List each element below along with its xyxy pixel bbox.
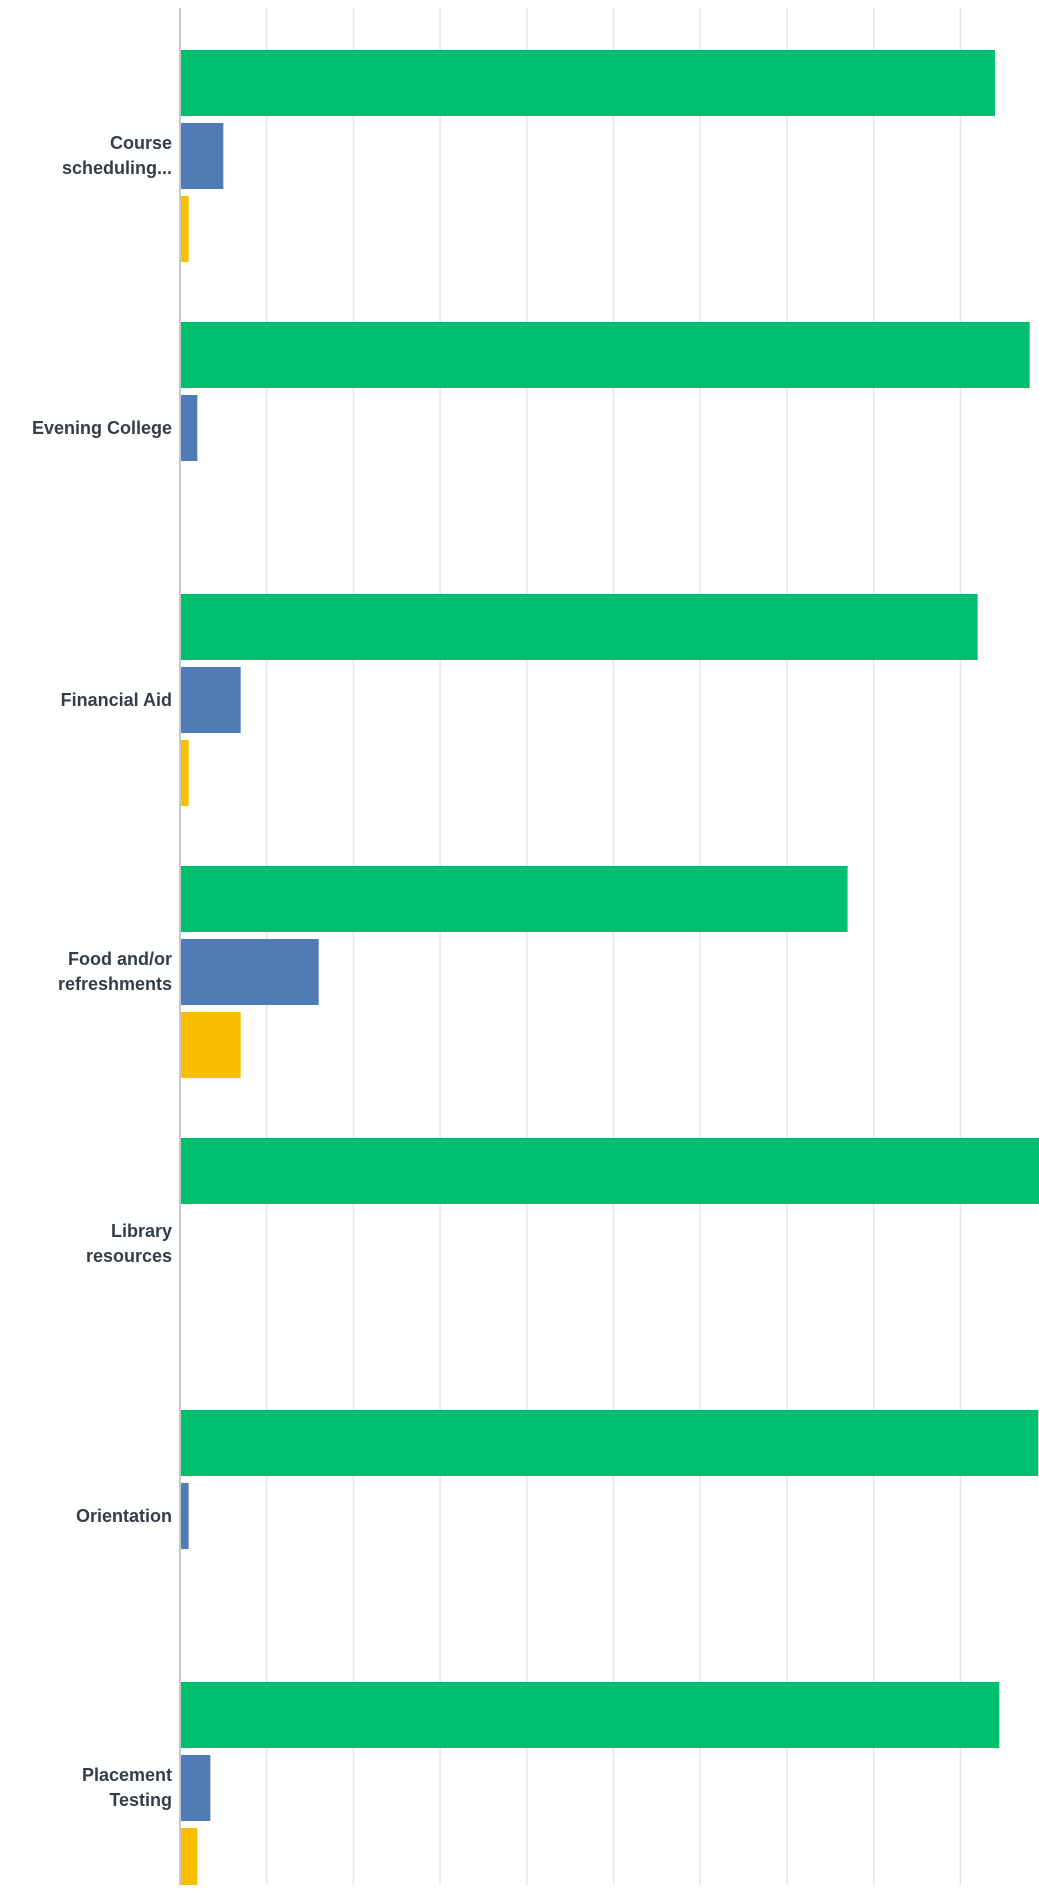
category-label: Financial Aid xyxy=(60,689,172,710)
bar xyxy=(180,1682,1000,1748)
bar xyxy=(180,395,198,461)
category-label: Food and/or refreshments xyxy=(57,949,172,994)
bar xyxy=(180,1828,198,1890)
bar xyxy=(180,740,189,806)
bar xyxy=(180,667,241,733)
bar xyxy=(180,50,995,116)
bar xyxy=(180,866,848,932)
bar xyxy=(180,1012,241,1078)
bar xyxy=(180,1410,1039,1476)
bar xyxy=(180,939,319,1005)
bar xyxy=(180,1138,1039,1204)
bar xyxy=(180,1483,189,1549)
category-label: Library resources xyxy=(85,1221,172,1266)
category-label: Placement Testing xyxy=(81,1765,172,1810)
category-label: Evening College xyxy=(31,417,172,438)
bar xyxy=(180,123,224,189)
category-label: Orientation xyxy=(75,1505,172,1526)
bar xyxy=(180,1755,211,1821)
category-label: Course scheduling... xyxy=(61,133,172,178)
bar xyxy=(180,594,978,660)
bar xyxy=(180,322,1030,388)
bar xyxy=(180,196,189,262)
